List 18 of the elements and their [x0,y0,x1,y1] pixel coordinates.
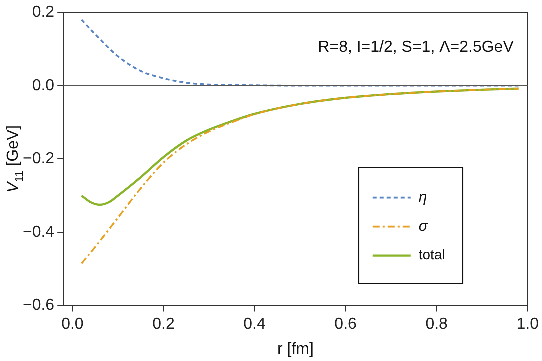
x-tick-label: 1.0 [516,316,540,333]
x-tick-label: 0.6 [334,316,358,333]
line-series [80,19,520,87]
legend-label: σ [418,218,429,235]
x-tick-label: 0.4 [244,316,266,333]
legend-label: η [418,188,428,206]
legend-label: total [418,246,446,263]
annotation: R=8, I=1/2, S=1, Λ=2.5GeV [318,39,514,56]
y-tick-label: −0.4 [22,224,55,241]
x-tick-label: 0.8 [426,316,448,333]
y-tick-label: −0.6 [22,297,55,314]
y-tick-label: 0.0 [32,77,55,94]
x-axis-title: r [fm] [278,341,314,358]
x-tick-label: 0.0 [62,316,84,333]
line-series [80,88,520,206]
y-tick-label: 0.2 [32,4,55,22]
x-tick-label: 0.2 [152,316,175,333]
line-series [80,88,520,265]
